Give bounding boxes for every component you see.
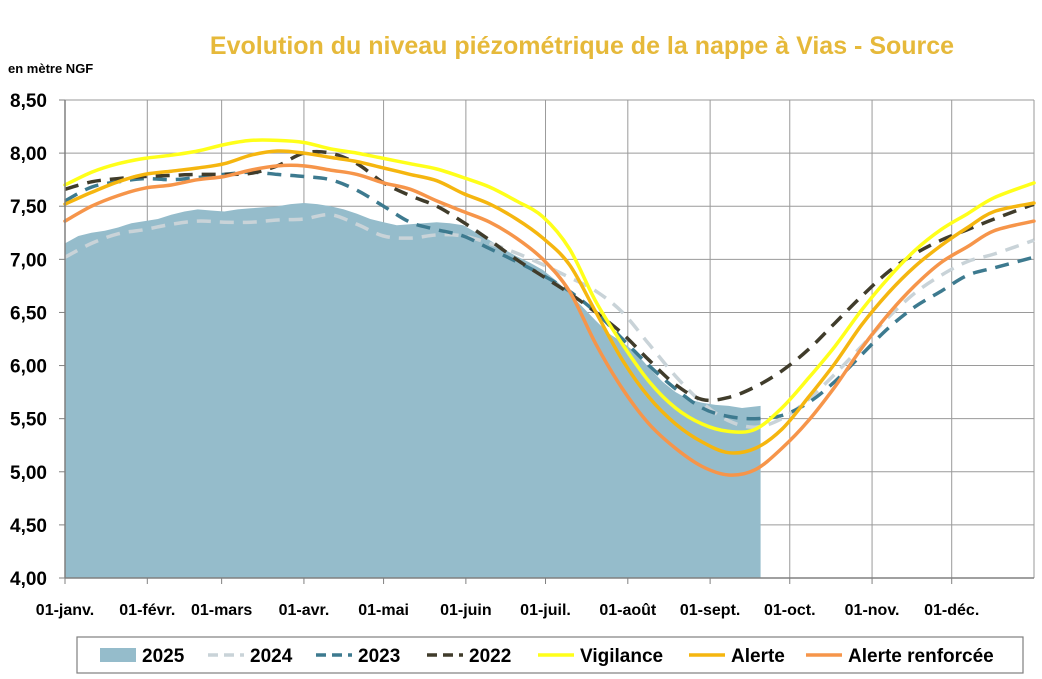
x-tick-label: 01-déc.: [924, 602, 979, 619]
x-tick-label: 01-févr.: [119, 602, 175, 619]
series-area-2025: [65, 203, 761, 578]
y-tick-label: 8,50: [10, 91, 47, 112]
x-tick-label: 01-août: [599, 602, 657, 619]
y-tick-label: 7,50: [10, 197, 47, 218]
axes: [59, 99, 1034, 584]
legend-swatch-2025: [100, 648, 136, 662]
lines-layer: [63, 138, 1036, 477]
series-line-alerte: [63, 149, 1036, 455]
legend-label-alerte: Alerte: [731, 646, 785, 667]
legend: 2025 2024 2023 2022 Vigilance Alerte Alerte re…: [76, 636, 1024, 674]
y-tick-label: 6,00: [10, 357, 47, 378]
y-tick-label: 7,00: [10, 250, 47, 271]
x-tick-label: 01-oct.: [764, 602, 816, 619]
y-tick-label: 5,00: [10, 463, 47, 484]
x-tick-labels: 01-janv. 01-févr. 01-mars 01-avr. 01-mai 01-j…: [36, 602, 979, 619]
legend-label-2024: 2024: [250, 646, 293, 667]
x-tick-label: 01-avr.: [279, 602, 330, 619]
x-tick-label: 01-mai: [358, 602, 409, 619]
chart-title: Evolution du niveau piézométrique de la …: [210, 32, 954, 60]
legend-label-2025: 2025: [142, 646, 185, 667]
x-tick-label: 01-sept.: [680, 602, 740, 619]
x-tick-label: 01-nov.: [845, 602, 900, 619]
y-tick-labels: 4,00 4,50 5,00 5,50 6,00 6,50 7,00 7,50 8,00 8,50: [10, 91, 47, 590]
series-line-2022: [64, 149, 1035, 403]
series-line-vigilance: [63, 138, 1036, 434]
legend-label-2023: 2023: [358, 646, 400, 667]
series-line-alerte-renforcee: [63, 163, 1036, 477]
legend-label-vigilance: Vigilance: [580, 646, 663, 667]
y-tick-label: 4,00: [10, 569, 47, 590]
x-tick-label: 01-juil.: [520, 602, 571, 619]
legend-label-alerte-renforcee: Alerte renforcée: [848, 646, 994, 667]
y-tick-label: 4,50: [10, 516, 47, 537]
legend-label-2022: 2022: [469, 646, 511, 667]
x-tick-label: 01-mars: [191, 602, 252, 619]
y-axis-unit-label: en mètre NGF: [8, 61, 93, 76]
x-tick-label: 01-juin: [440, 602, 492, 619]
y-tick-label: 6,50: [10, 303, 47, 324]
y-tick-label: 5,50: [10, 410, 47, 431]
y-tick-label: 8,00: [10, 144, 47, 165]
area-layer: [65, 203, 761, 578]
x-tick-label: 01-janv.: [36, 602, 94, 619]
series-line-2023: [64, 170, 1035, 421]
